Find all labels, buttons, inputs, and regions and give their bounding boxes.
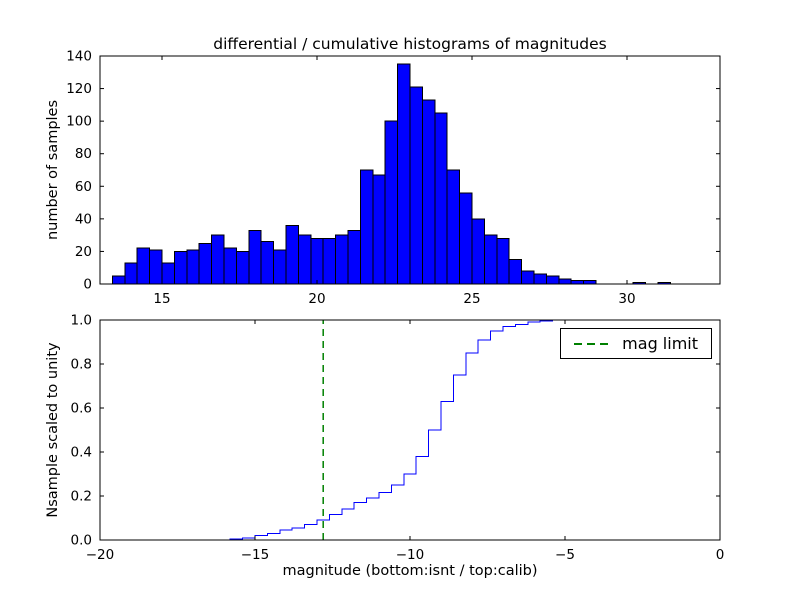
cumulative-histogram: −20 −15 −10 −5 0 0.0 0.2 0.4 0.6 0.8 1.0 [71,313,725,564]
svg-text:20: 20 [308,291,325,307]
svg-text:140: 140 [66,49,92,65]
svg-text:120: 120 [66,81,92,97]
svg-text:30: 30 [618,291,635,307]
svg-text:40: 40 [75,211,92,227]
svg-text:15: 15 [153,291,170,307]
svg-text:0.0: 0.0 [71,533,92,549]
svg-text:−10: −10 [396,547,425,563]
chart-title: differential / cumulative histograms of … [213,35,607,53]
svg-text:0.6: 0.6 [71,401,92,417]
top-axes-ylabel: number of samples [45,99,61,241]
differential-histogram: 15 20 25 30 0 20 40 60 80 100 120 140 [66,49,721,307]
svg-text:0: 0 [83,277,92,293]
legend-dashed-line-icon [574,342,613,345]
svg-text:−15: −15 [241,547,270,563]
svg-text:−5: −5 [555,547,575,563]
bottom-axes-ylabel: Nsample scaled to unity [45,342,61,518]
svg-text:0.8: 0.8 [71,357,92,373]
svg-text:80: 80 [75,146,92,162]
svg-text:25: 25 [463,291,480,307]
svg-text:20: 20 [75,244,92,260]
svg-text:60: 60 [75,179,92,195]
svg-text:1.0: 1.0 [71,313,92,329]
svg-text:0.4: 0.4 [71,445,92,461]
legend-label: mag limit [622,334,698,353]
svg-text:100: 100 [66,114,92,130]
svg-text:0: 0 [716,547,725,563]
bottom-axes-xlabel: magnitude (bottom:isnt / top:calib) [282,563,538,579]
svg-text:−20: −20 [86,547,115,563]
svg-text:0.2: 0.2 [71,489,92,505]
legend: mag limit [560,328,712,359]
